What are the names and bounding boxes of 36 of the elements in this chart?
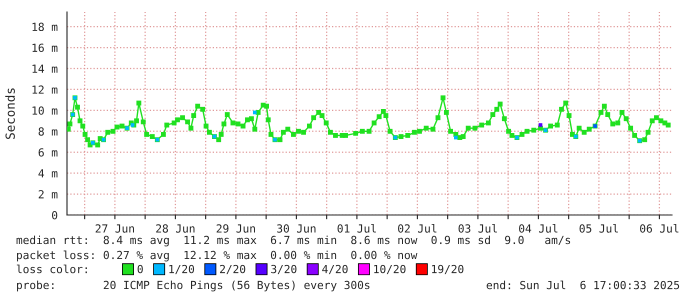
x-tick-label: 27 Jun	[96, 224, 134, 233]
x-tick-label: 04 Jul	[519, 224, 558, 233]
y-tick-label: 10 m	[32, 106, 58, 115]
legend-label: 19/20	[432, 264, 464, 274]
legend-label: 4/20	[322, 264, 348, 274]
y-tick-label: 14 m	[32, 64, 58, 73]
y-tick-label: 8 m	[38, 127, 58, 136]
point	[538, 123, 542, 127]
y-tick-label: 16 m	[32, 44, 58, 52]
y-tick-label: 2 m	[38, 190, 58, 198]
point	[454, 136, 458, 140]
x-tick-label: 02 Jul	[398, 224, 436, 233]
x-tick-label: 05 Jul	[580, 224, 618, 233]
y-axis-title: Seconds	[5, 88, 15, 139]
y-tick-label: 4 m	[38, 169, 58, 178]
y-tick-label: 6 m	[38, 148, 58, 157]
x-tick-label: 29 Jun	[216, 224, 255, 233]
point	[252, 110, 257, 114]
text: end: Sun Jul 6 17:00:33 2025	[486, 280, 680, 290]
legend-title: loss color:	[16, 264, 87, 274]
legend-label: 3/20	[271, 264, 296, 274]
text: packet loss: 0.27 % avg 12.12 % max 0.00 % min 0.00 % now	[17, 250, 418, 262]
legend-label: 0	[138, 264, 143, 274]
y-tick-label: 0	[52, 211, 58, 220]
x-tick-label: 28 Jun	[156, 224, 194, 233]
y-tick-label: 12 m	[32, 85, 58, 94]
x-tick-label: 06 Jul	[640, 224, 678, 233]
x-tick-label: 30 Jun	[277, 224, 316, 233]
x-tick-label: 03 Jul	[458, 224, 497, 233]
text: probe: 20 ICMP Echo Pings (56 Bytes) every 300s	[17, 280, 370, 292]
legend-label: 2/20	[220, 264, 246, 274]
x-tick-label: 01 Jul	[338, 224, 376, 233]
y-tick-label: 18 m	[32, 22, 58, 32]
legend-label: 1/20	[169, 264, 194, 274]
text: median rtt: 8.4 ms avg 11.2 ms max 6.7 ms min 8.6 ms now 0.9 ms sd 9.0 am/s	[16, 236, 570, 246]
legend-label: 10/20	[374, 264, 406, 274]
